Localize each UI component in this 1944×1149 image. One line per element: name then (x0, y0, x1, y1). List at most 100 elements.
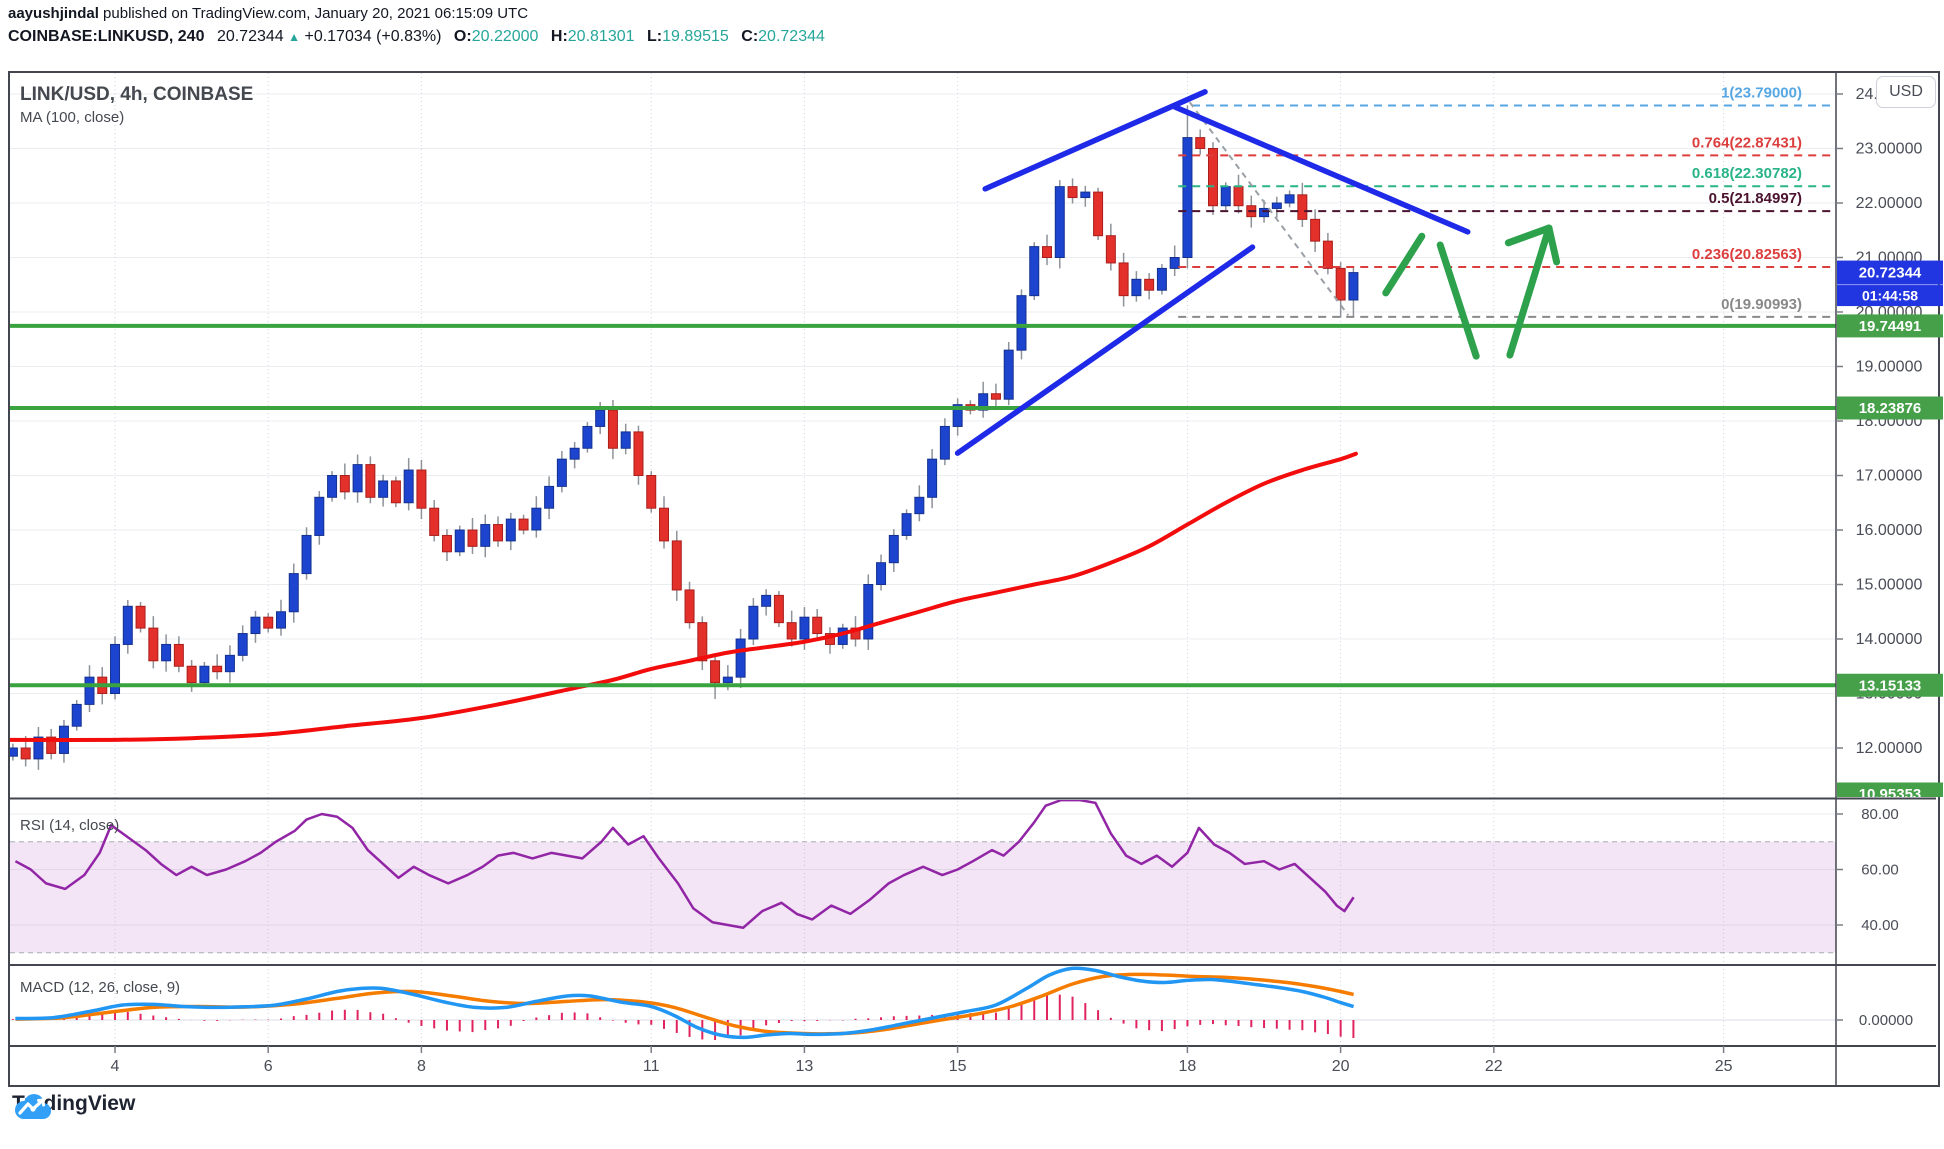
time-axis[interactable]: 4 6 8 11 13 15 18 20 22 25 (111, 1046, 1733, 1075)
fib-level-label: 0.236(20.82563) (1692, 246, 1802, 263)
candle-up (1029, 246, 1040, 297)
candle-up (914, 496, 925, 515)
candle-up (314, 496, 325, 536)
fib-level-label: 0.764(22.87431) (1692, 134, 1802, 151)
candle-down (1067, 186, 1078, 199)
candle-up (378, 480, 389, 498)
price-tick-label: 22.00000 (1856, 195, 1923, 212)
candle-up (544, 485, 555, 509)
candle-down (1233, 186, 1244, 207)
candle-down (1207, 148, 1218, 207)
price-tick-label: 17.00000 (1856, 468, 1923, 485)
trend-line-resistance-upper (982, 89, 1208, 192)
candle-down (1093, 191, 1104, 237)
level-price-chip-clipped-bg (1837, 782, 1943, 797)
candle-up (952, 404, 963, 427)
candle-up (33, 736, 44, 760)
low-value: 19.89515 (662, 28, 729, 45)
candle-up (978, 393, 989, 411)
author-name: aayushjindal (8, 5, 99, 22)
rsi-band (10, 841, 1836, 953)
level-price-chip-text: 13.15133 (1859, 677, 1922, 694)
candle-down (20, 747, 31, 760)
price-tick-label: 19.00000 (1856, 359, 1923, 376)
candle-up (275, 611, 286, 629)
price-tick-label: 12.00000 (1856, 740, 1923, 757)
candle-up (531, 507, 542, 531)
candle-up (1131, 278, 1142, 297)
price-axis[interactable]: 24.0000023.0000022.0000021.0000020.00000… (1836, 86, 1922, 1029)
candle-down (173, 643, 184, 667)
candle-down (186, 665, 197, 684)
annotation-arrow-stroke (1436, 241, 1480, 360)
price-tick-label: 15.00000 (1856, 577, 1923, 594)
open-value: 20.22000 (471, 28, 539, 45)
candle-up (199, 665, 210, 684)
candle-up (327, 475, 338, 498)
time-tick-label: 15 (949, 1058, 967, 1075)
last-price: 20.72344 (216, 28, 284, 45)
candle-up (1348, 272, 1359, 301)
pane-legend-symbol: LINK/USD, 4h, COINBASE (20, 84, 254, 105)
high-label: H: (550, 28, 568, 45)
chart-frame (8, 71, 1940, 1087)
candle-up (301, 534, 312, 575)
rsi-tick-label: 80.00 (1861, 806, 1899, 823)
candle-up (556, 458, 567, 487)
open-label: O: (453, 28, 472, 45)
candle-up (1003, 349, 1014, 400)
tradingview-logo[interactable]: TradingView (12, 1092, 135, 1119)
rsi-pane-layer (10, 800, 1836, 954)
macd-tick-label: 0.00000 (1859, 1012, 1913, 1029)
ma100-line (10, 451, 1358, 742)
time-tick-label: 4 (111, 1058, 120, 1075)
tradingview-cloud-icon (15, 1094, 51, 1119)
trend-line-support-rising (954, 244, 1256, 456)
candle-up (748, 605, 759, 640)
annotation-arrow-stroke (1382, 232, 1426, 297)
candle-up (161, 643, 172, 662)
fib-level-label: 0.5(21.84997) (1709, 190, 1802, 207)
candle-up (1259, 207, 1270, 218)
fib-level-label: 1(23.79000) (1721, 84, 1802, 101)
candle-down (339, 475, 350, 493)
level-price-chip-clipped: 10.95353 (1837, 782, 1943, 797)
candle-down (1310, 218, 1321, 242)
candle-down (773, 594, 784, 624)
rsi-tick-label: 60.00 (1861, 862, 1899, 879)
fib-baseline (1188, 101, 1350, 316)
candle-up (224, 654, 235, 673)
candle-up (901, 513, 912, 536)
candle-up (288, 573, 299, 613)
level-price-chip-bg (1837, 673, 1943, 697)
candle-down (633, 431, 644, 476)
candle-up (1271, 202, 1282, 209)
close-label: C: (741, 28, 759, 45)
candle-up (582, 425, 593, 449)
bar-countdown-chip-text: 01:44:58 (1862, 288, 1918, 304)
candle-up (84, 676, 95, 705)
candle-up (722, 676, 733, 684)
rsi-tick-label: 40.00 (1861, 917, 1899, 934)
level-price-chip-bg (1837, 396, 1943, 420)
macd-line (15, 966, 1355, 1040)
candle-up (761, 594, 772, 607)
candle-down (684, 589, 695, 624)
currency-toggle-button[interactable]: USD (1876, 76, 1936, 108)
candle-down (671, 540, 682, 591)
candle-up (250, 616, 261, 635)
candle-down (441, 534, 452, 553)
level-price-chip: 18.23876 (1837, 396, 1943, 420)
time-tick-label: 22 (1485, 1058, 1503, 1075)
trend-line-breakdown (1172, 104, 1471, 235)
candle-down (607, 409, 618, 449)
candle-down (1322, 240, 1333, 269)
candle-up (403, 469, 414, 504)
candle-up (939, 425, 950, 460)
candle-up (237, 633, 248, 656)
candle-up (1156, 267, 1167, 291)
time-tick-label: 20 (1332, 1058, 1350, 1075)
high-value: 20.81301 (567, 28, 635, 45)
